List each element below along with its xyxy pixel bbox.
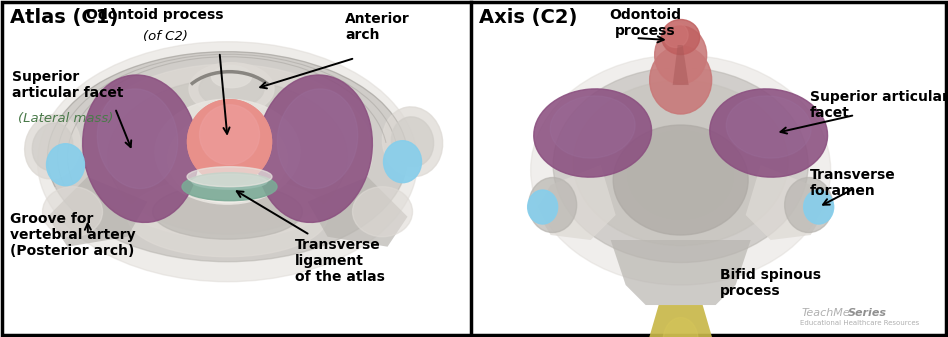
Text: Axis (C2): Axis (C2): [479, 8, 577, 27]
Ellipse shape: [554, 67, 808, 263]
Text: Bifid spinous
process: Bifid spinous process: [720, 268, 821, 298]
Text: Superior
articular facet: Superior articular facet: [12, 70, 123, 100]
Ellipse shape: [155, 99, 300, 204]
Ellipse shape: [710, 89, 828, 177]
Ellipse shape: [128, 177, 327, 257]
Ellipse shape: [664, 23, 688, 48]
Text: Transverse
foramen: Transverse foramen: [810, 168, 896, 198]
Polygon shape: [611, 240, 751, 305]
Ellipse shape: [574, 81, 788, 246]
Ellipse shape: [629, 131, 733, 219]
Polygon shape: [307, 177, 408, 247]
Ellipse shape: [726, 96, 811, 158]
Text: Series: Series: [848, 308, 887, 318]
Ellipse shape: [392, 117, 433, 166]
Ellipse shape: [38, 42, 417, 282]
Ellipse shape: [785, 178, 832, 233]
Ellipse shape: [528, 190, 557, 224]
Ellipse shape: [353, 187, 412, 237]
Text: (Lateral mass): (Lateral mass): [18, 112, 114, 125]
Circle shape: [188, 100, 271, 184]
Ellipse shape: [550, 96, 635, 158]
Ellipse shape: [649, 46, 712, 114]
Ellipse shape: [107, 79, 348, 234]
Ellipse shape: [278, 89, 357, 188]
Ellipse shape: [98, 89, 177, 188]
Ellipse shape: [211, 66, 251, 88]
Ellipse shape: [82, 75, 198, 222]
Text: Educational Healthcare Resources: Educational Healthcare Resources: [800, 320, 920, 326]
Text: (of C2): (of C2): [142, 30, 188, 43]
Ellipse shape: [804, 190, 833, 224]
Ellipse shape: [46, 144, 84, 186]
Ellipse shape: [192, 174, 267, 189]
Ellipse shape: [382, 107, 443, 177]
Ellipse shape: [662, 20, 700, 55]
Text: Transverse
ligament
of the atlas: Transverse ligament of the atlas: [295, 238, 385, 284]
Ellipse shape: [153, 184, 302, 239]
Ellipse shape: [47, 52, 408, 262]
Text: Groove for
vertebral artery
(Posterior arch): Groove for vertebral artery (Posterior a…: [10, 212, 136, 258]
Text: Odontoid process: Odontoid process: [86, 8, 224, 22]
Ellipse shape: [25, 115, 81, 179]
Ellipse shape: [182, 173, 277, 201]
Ellipse shape: [43, 187, 102, 237]
Ellipse shape: [664, 317, 698, 337]
Ellipse shape: [187, 167, 272, 187]
Polygon shape: [643, 305, 719, 337]
Ellipse shape: [168, 115, 287, 203]
Circle shape: [188, 100, 271, 184]
Ellipse shape: [199, 70, 264, 108]
Ellipse shape: [32, 123, 73, 171]
Text: TeachMe: TeachMe: [802, 308, 850, 318]
Polygon shape: [746, 165, 826, 240]
Ellipse shape: [531, 55, 830, 285]
Ellipse shape: [257, 75, 373, 222]
Text: Atlas (C1): Atlas (C1): [10, 8, 118, 27]
Ellipse shape: [189, 63, 274, 115]
Ellipse shape: [613, 125, 748, 235]
Polygon shape: [673, 45, 688, 85]
Text: Superior articular
facet: Superior articular facet: [810, 90, 948, 120]
Ellipse shape: [384, 141, 422, 183]
Circle shape: [199, 105, 260, 165]
Ellipse shape: [655, 26, 706, 84]
Ellipse shape: [529, 178, 576, 233]
Ellipse shape: [82, 64, 373, 239]
Polygon shape: [536, 165, 615, 240]
Text: Anterior
arch: Anterior arch: [345, 12, 410, 42]
Ellipse shape: [534, 89, 651, 177]
Text: Odontoid
process: Odontoid process: [610, 8, 682, 38]
Polygon shape: [47, 177, 148, 247]
